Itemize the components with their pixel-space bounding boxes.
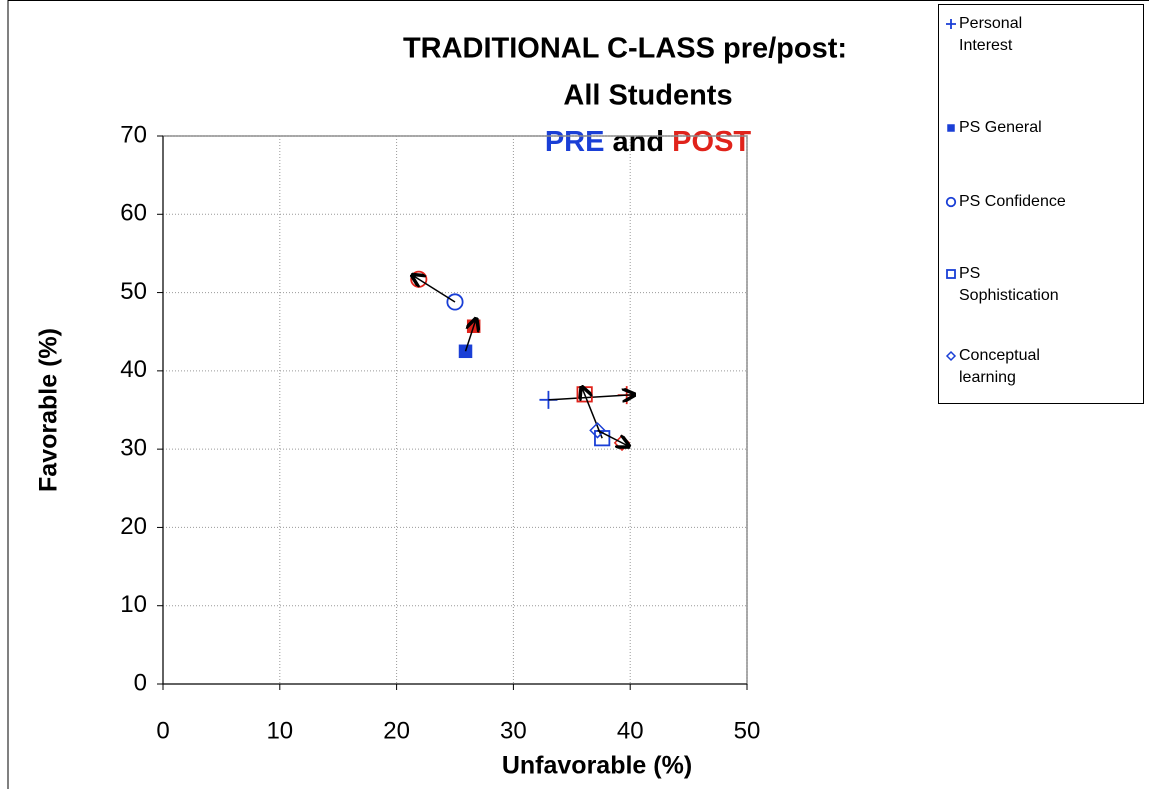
point xyxy=(946,19,956,29)
change-arrow xyxy=(412,275,456,303)
x-tick-label: 0 xyxy=(156,717,169,744)
legend-icon xyxy=(946,19,956,29)
legend: Personal Interest PS General PS Confidence… xyxy=(938,4,1144,404)
change-arrow xyxy=(464,319,477,352)
x-tick-label: 30 xyxy=(500,717,527,744)
y-tick-label: 20 xyxy=(120,513,147,540)
plot-area xyxy=(162,135,748,685)
legend-label: Personal Interest xyxy=(959,15,1023,54)
y-tick-label: 30 xyxy=(120,434,147,461)
title-pre: PRE xyxy=(545,126,605,158)
chart-title: TRADITIONAL C-LASS pre/post: xyxy=(403,33,847,65)
change-arrow xyxy=(582,387,603,439)
y-tick-label: 0 xyxy=(134,669,147,696)
point xyxy=(945,196,957,208)
title-and: and xyxy=(613,126,665,158)
x-axis-label: Unfavorable (%) xyxy=(502,752,692,780)
change-arrow xyxy=(597,429,629,446)
point xyxy=(446,293,464,311)
legend-item: Conceptual learning xyxy=(945,345,1074,389)
point xyxy=(594,430,611,447)
y-axis-label: Favorable (%) xyxy=(35,328,63,492)
x-tick-label: 20 xyxy=(383,717,410,744)
legend-label: Conceptual learning xyxy=(959,347,1040,386)
legend-icon xyxy=(947,124,955,132)
x-tick-label: 50 xyxy=(734,717,761,744)
y-tick-label: 40 xyxy=(120,356,147,383)
y-tick-label: 60 xyxy=(120,200,147,227)
legend-label: PS Sophistication xyxy=(959,265,1059,304)
point xyxy=(945,350,957,362)
legend-icon xyxy=(945,196,957,208)
point xyxy=(946,269,956,279)
title-line: PRE and POST xyxy=(545,126,752,158)
title-post: POST xyxy=(672,126,751,158)
point xyxy=(589,422,606,439)
legend-item: PS Sophistication xyxy=(945,263,1074,307)
legend-item: PS Confidence xyxy=(945,191,1074,213)
x-tick-label: 40 xyxy=(617,717,644,744)
legend-icon xyxy=(946,269,956,279)
y-tick-label: 50 xyxy=(120,278,147,305)
legend-item: PS General xyxy=(945,117,1074,139)
x-tick-label: 10 xyxy=(266,717,293,744)
legend-label: PS General xyxy=(959,119,1042,136)
legend-label: PS Confidence xyxy=(959,193,1066,210)
y-tick-label: 10 xyxy=(120,591,147,618)
legend-icon xyxy=(945,350,957,362)
point xyxy=(947,124,955,132)
chart-subtitle: All Students xyxy=(563,80,732,112)
y-tick-label: 70 xyxy=(120,121,147,148)
legend-item: Personal Interest xyxy=(945,13,1074,57)
